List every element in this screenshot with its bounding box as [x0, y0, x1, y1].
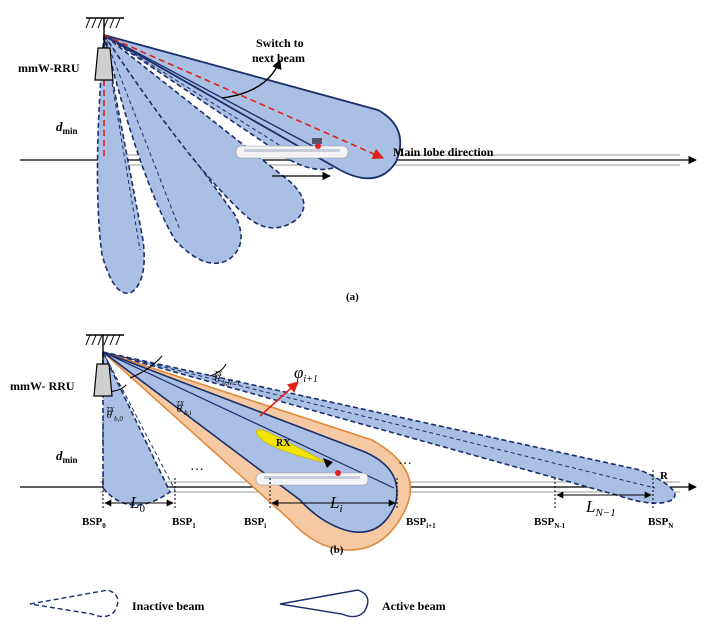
dmin-label-b: dmin	[56, 448, 78, 465]
panel-a: mmW-RRU Switch to next beam dmin Main lo…	[18, 18, 696, 303]
ln-label: LN−1	[585, 497, 616, 519]
bspi1-label: BSPi+1	[406, 516, 436, 530]
antenna-label-b: mmW- RRU	[10, 379, 75, 393]
dots-right: …	[398, 453, 412, 468]
legend-inactive-label: Inactive beam	[132, 599, 204, 613]
dots-left: …	[190, 459, 204, 474]
bspn1-label: BSPN-1	[534, 516, 566, 530]
panel-b: mmW- RRU θTXb,0 θTXb,i θTXb,N−1 φi+1 dmi…	[10, 335, 696, 556]
switch-label-line2: next beam	[252, 51, 305, 65]
bsp0-label: BSP0	[82, 516, 106, 530]
caption-a: (a)	[346, 291, 359, 303]
legend-inactive-shape	[30, 590, 118, 617]
bspi-label: BSPi	[244, 516, 266, 530]
bsp1-label: BSP1	[172, 516, 196, 530]
switch-label-line1: Switch to	[256, 36, 304, 50]
main-lobe-label: Main lobe direction	[393, 145, 494, 159]
legend-active-shape	[280, 590, 368, 617]
phi-label: φi+1	[294, 363, 318, 385]
legend-active-label: Active beam	[382, 599, 446, 613]
legend: Inactive beam Active beam	[30, 590, 446, 617]
antenna-label-a: mmW-RRU	[18, 61, 80, 75]
rx-label: RX	[276, 438, 291, 449]
bspn-label: BSPN	[648, 516, 673, 530]
theta-n-label: θTXb,N−1	[214, 370, 240, 387]
dmin-label-a: dmin	[56, 119, 78, 136]
r-label: R	[660, 470, 669, 482]
caption-b: (b)	[330, 544, 344, 556]
